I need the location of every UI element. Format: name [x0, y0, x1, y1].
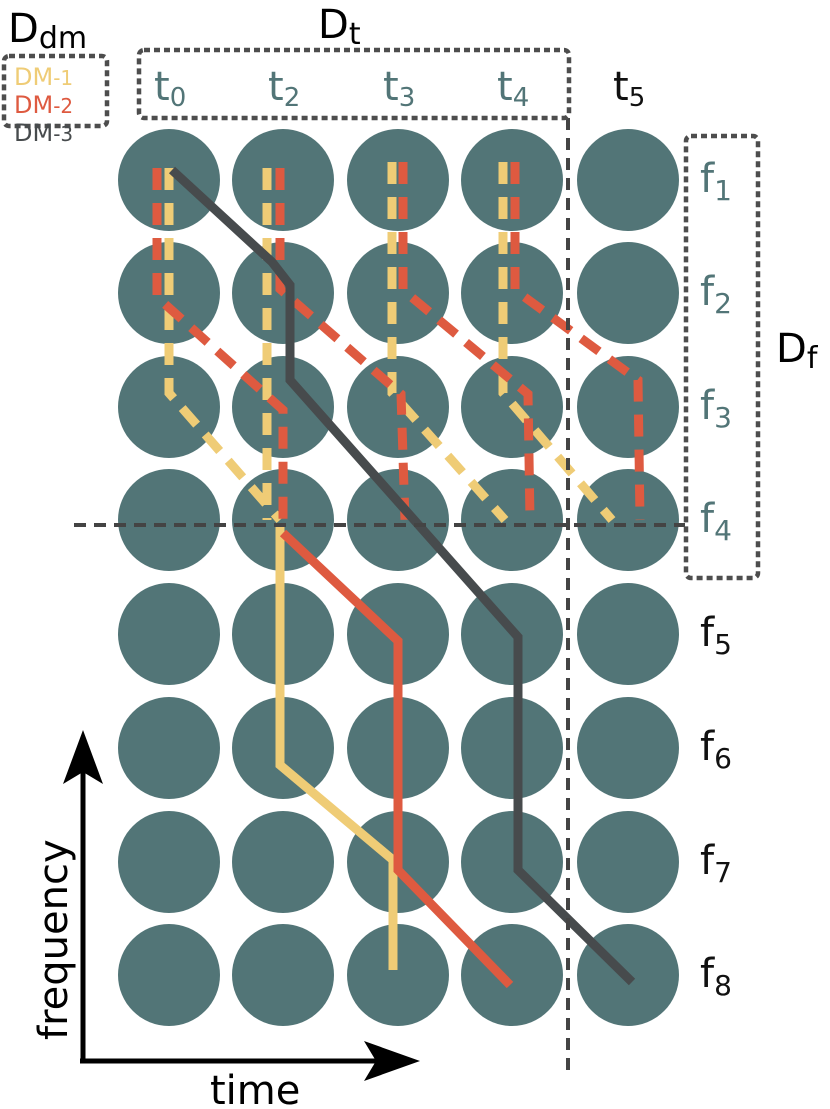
grid-cell-circle — [232, 811, 334, 913]
grid-cell-circle — [347, 242, 449, 344]
dt-set-box — [136, 47, 572, 121]
dm2-path-t0 — [152, 168, 288, 520]
grid-cell-circle — [347, 129, 449, 231]
grid-cell-circle — [577, 697, 679, 799]
time-slot-labels: t0 t2 t3 t4 t5 — [154, 64, 645, 113]
grid-cell-circle — [347, 924, 449, 1026]
grid-cell-circle — [577, 469, 679, 571]
grid-cell-circle — [118, 924, 220, 1026]
frequency-axis-label: frequency — [31, 839, 77, 1040]
legend-entry: DM‑1 — [14, 63, 73, 91]
grid-cell-circle — [577, 356, 679, 458]
legend-entry: DM‑2 — [14, 91, 73, 119]
frequency-slot-label: f5 — [700, 610, 732, 661]
legend-entry: DM‑3 — [14, 119, 73, 147]
time-axis-label: time — [210, 1068, 300, 1109]
dm-paths — [152, 162, 645, 989]
time-slot-label: t0 — [154, 64, 186, 113]
time-slot-label: t4 — [497, 64, 529, 113]
time-frequency-grid — [118, 129, 679, 1026]
frequency-slot-label: f1 — [700, 156, 732, 207]
grid-cell-circle — [118, 811, 220, 913]
grid-cell-circle — [577, 242, 679, 344]
frequency-slot-label: f8 — [700, 951, 732, 1002]
dm1-path-t4 — [498, 162, 616, 523]
time-axis-arrowhead — [364, 1041, 420, 1081]
frequency-axis-arrowhead — [63, 730, 103, 784]
df-set-box — [683, 133, 761, 581]
legend: DM‑1DM‑2DM‑3 — [14, 63, 73, 147]
grid-cell-circle — [347, 469, 449, 571]
grid-cell-circle — [118, 356, 220, 458]
dm2-path-t3 — [398, 162, 535, 521]
ddm-label: Ddm — [8, 6, 87, 56]
grid-cell-circle — [577, 811, 679, 913]
frequency-slot-label: f3 — [700, 383, 732, 434]
dm1-path-t3 — [387, 162, 509, 523]
frequency-slot-labels: f1 f2 f3 f4 f5 f6 f7 f8 — [700, 156, 732, 1002]
dm3-path — [168, 166, 636, 986]
grid-cell-circle — [461, 697, 563, 799]
grid-cell-circle — [347, 583, 449, 685]
grid-cell-circle — [577, 583, 679, 685]
grid-cell-circle — [118, 469, 220, 571]
grid-cell-circle — [461, 924, 563, 1026]
time-slot-label: t2 — [268, 64, 300, 113]
grid-cell-circle — [461, 242, 563, 344]
dm1-path-t0 — [164, 168, 284, 523]
df-label: Df — [776, 326, 819, 376]
dm2-path-solid — [279, 529, 514, 989]
grid-cell-circle — [118, 697, 220, 799]
frequency-slot-label: f4 — [700, 496, 732, 547]
frequency-slot-label: f6 — [700, 724, 732, 775]
grid-cell-circle — [118, 583, 220, 685]
grid-cell-circle — [577, 129, 679, 231]
dm1-path-solid — [275, 525, 398, 970]
time-slot-label: t3 — [383, 64, 415, 113]
frequency-slot-label: f2 — [700, 269, 732, 320]
axes: time frequency — [31, 730, 420, 1109]
grid-cell-circle — [232, 924, 334, 1026]
dm2-path-t4 — [510, 162, 645, 521]
frequency-slot-label: f7 — [700, 838, 732, 889]
time-slot-label: t5 — [613, 64, 645, 113]
dt-label: Dt — [318, 2, 361, 52]
ddm-legend-box — [1, 53, 110, 129]
